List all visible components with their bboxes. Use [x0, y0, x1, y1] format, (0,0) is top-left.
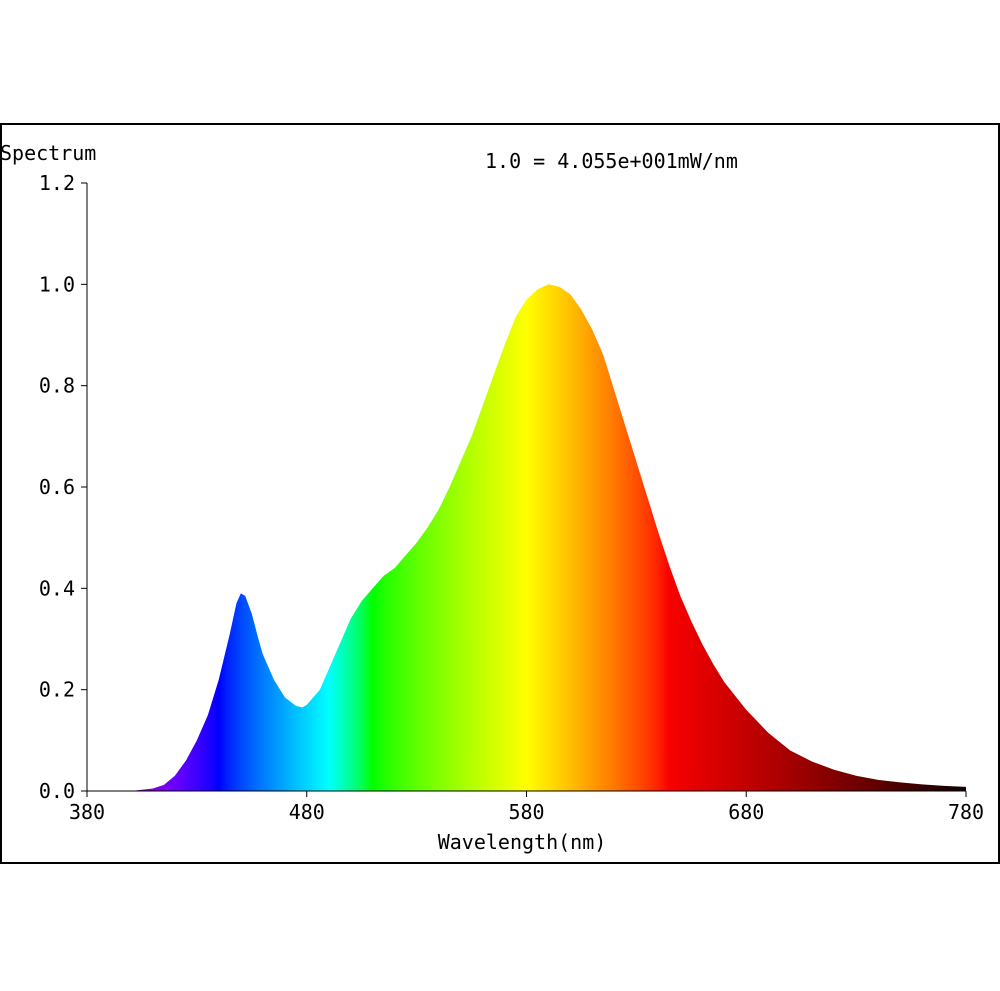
chart-title: Spectrum [0, 141, 96, 165]
y-tick-label: 0.2 [39, 678, 75, 702]
y-tick-label: 1.0 [39, 272, 75, 296]
spectrum-area [87, 284, 966, 791]
y-axis-ticks: 0.0 0.2 0.4 0.6 0.8 1.0 1.2 [39, 171, 87, 803]
scale-annotation: 1.0 = 4.055e+001mW/nm [485, 149, 738, 173]
x-axis-ticks: 380 480 580 680 780 [69, 791, 984, 824]
y-tick-label: 0.8 [39, 374, 75, 398]
x-tick-label: 380 [69, 800, 105, 824]
y-tick-label: 0.4 [39, 576, 75, 600]
x-tick-label: 480 [289, 800, 325, 824]
y-tick-label: 0.0 [39, 779, 75, 803]
y-tick-label: 1.2 [39, 171, 75, 195]
x-tick-label: 780 [948, 800, 984, 824]
x-tick-label: 580 [508, 800, 544, 824]
x-tick-label: 680 [728, 800, 764, 824]
x-axis-label: Wavelength(nm) [438, 830, 607, 854]
y-tick-label: 0.6 [39, 475, 75, 499]
